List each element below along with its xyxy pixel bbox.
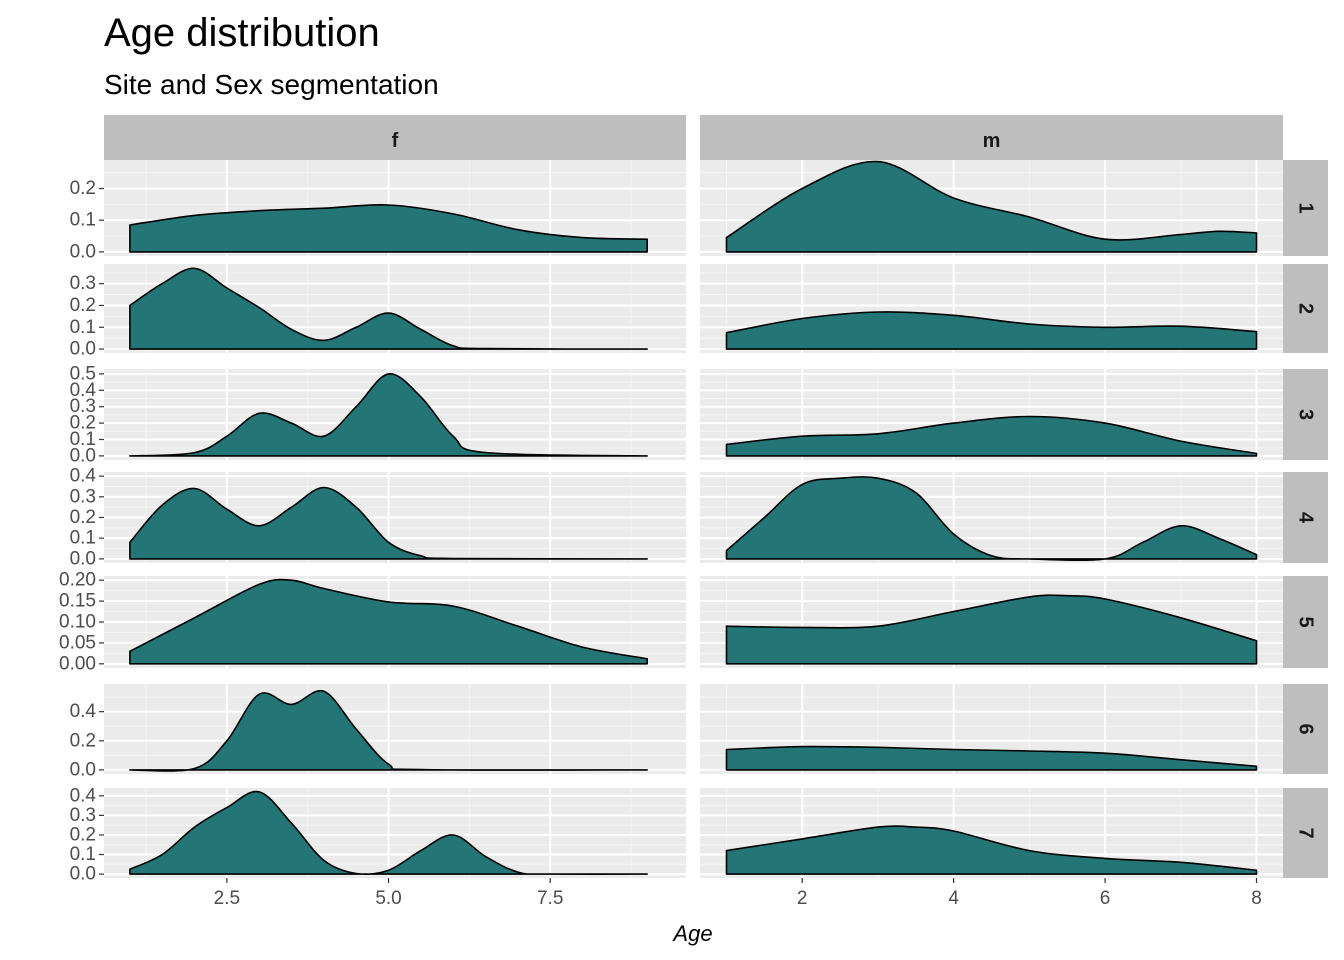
y-tick-label: 0.1: [70, 429, 96, 450]
column-strip-label-f: f: [392, 130, 399, 152]
panel-background: [104, 684, 686, 774]
x-tick-label: 6: [1100, 888, 1111, 909]
y-tick-label: 0.3: [70, 486, 96, 507]
row-strip-4: [1283, 472, 1328, 563]
density-area-6-f: [129, 689, 648, 772]
density-area-6-m: [725, 745, 1258, 771]
y-tick-label: 0.3: [70, 396, 96, 417]
column-strip-f: [104, 115, 686, 160]
panel-2-f: 0.00.10.20.3: [70, 264, 686, 360]
y-tick-label: 0.0: [70, 548, 96, 569]
row-strip-label-6: 6: [1295, 723, 1317, 734]
density-area-7-m: [725, 825, 1258, 875]
row-strip-7: [1283, 788, 1328, 878]
y-tick-label: 0.0: [70, 759, 96, 780]
density-area-4-f: [129, 486, 648, 560]
panel-4-m: [700, 472, 1283, 563]
y-tick-label: 0.15: [59, 591, 96, 612]
panel-6-f: 0.0 0.2 0.4: [70, 684, 686, 780]
density-area-1-m: [725, 160, 1258, 253]
y-tick-label: 0.2: [70, 507, 96, 528]
chart-subtitle: Site and Sex segmentation: [104, 69, 439, 100]
chart-title: Age distribution: [104, 11, 380, 55]
row-strip-2: [1283, 264, 1328, 353]
row-strip-label-4: 4: [1295, 512, 1317, 524]
panel-5-f: 0.000.050.100.150.20: [59, 570, 686, 674]
density-area-3-m: [725, 415, 1258, 457]
density-area-7-f: [129, 790, 648, 876]
y-tick-label: 0.1: [70, 528, 96, 549]
y-tick-label: 0.1: [70, 210, 96, 231]
x-tick-label: 4: [948, 888, 959, 909]
panel-2-m: [700, 264, 1283, 353]
panel-1-m: [700, 160, 1283, 256]
y-tick-label: 0.0: [70, 339, 96, 360]
panel-3-m: [700, 369, 1283, 460]
row-strip-label-5: 5: [1295, 616, 1317, 627]
panel-7-m: 2 4 6 8: [700, 788, 1283, 909]
row-strip-label-2: 2: [1295, 303, 1317, 314]
y-tick-label: 0.3: [70, 273, 96, 294]
row-strip-6: [1283, 684, 1328, 774]
density-area-2-m: [725, 311, 1258, 350]
y-tick-label: 0.20: [59, 570, 96, 591]
density-area-5-m: [725, 594, 1258, 665]
panel-1-f: 0.0 0.1 0.2: [70, 160, 686, 262]
y-tick-label: 0.4: [70, 701, 97, 722]
density-area-4-m: [725, 476, 1258, 562]
y-tick-label: 0.3: [70, 805, 96, 826]
y-tick-label: 0.10: [59, 612, 96, 633]
y-tick-label: 0.4: [70, 785, 97, 806]
y-tick-label: 0.1: [70, 317, 96, 338]
density-area-1-f: [129, 204, 648, 253]
panel-7-f: 0.00.10.20.30.4 2.5 5.0 7.5: [70, 785, 686, 909]
panel-3-f: 0.00.10.20.30.40.5: [70, 363, 686, 466]
panel-5-m: [700, 576, 1283, 668]
y-tick-label: 0.0: [70, 241, 96, 262]
y-tick-label: 0.05: [59, 632, 96, 653]
x-axis-title: Age: [671, 921, 712, 946]
row-strip-1: [1283, 160, 1328, 256]
y-tick-label: 0.0: [70, 445, 96, 466]
facet-grid: f m12345670.00.10.20.00.10.20.30.00.10.20…: [59, 115, 1328, 909]
y-tick-label: 0.00: [59, 653, 96, 674]
column-strip-label-m: m: [983, 130, 1001, 152]
x-tick-label: 8: [1251, 888, 1262, 909]
x-tick-label: 2.5: [214, 888, 240, 909]
y-tick-label: 0.2: [70, 824, 96, 845]
y-tick-label: 0.2: [70, 730, 96, 751]
column-strip-m: [700, 115, 1283, 160]
y-tick-label: 0.2: [70, 295, 96, 316]
y-tick-label: 0.2: [70, 178, 96, 199]
y-tick-label: 0.2: [70, 413, 96, 434]
row-strip-3: [1283, 369, 1328, 460]
x-tick-label: 7.5: [537, 888, 563, 909]
row-strip-label-3: 3: [1295, 409, 1317, 420]
y-tick-label: 0.0: [70, 864, 96, 885]
y-tick-label: 0.5: [70, 363, 96, 384]
panel-6-m: [700, 684, 1283, 774]
x-tick-label: 2: [797, 888, 808, 909]
row-strip-label-1: 1: [1295, 202, 1317, 213]
density-area-2-f: [129, 267, 648, 350]
y-tick-label: 0.4: [70, 380, 97, 401]
row-strip-5: [1283, 576, 1328, 668]
panel-4-f: 0.00.10.20.30.4: [70, 466, 686, 569]
density-area-5-f: [129, 578, 648, 665]
x-tick-label: 5.0: [375, 888, 401, 909]
y-tick-label: 0.4: [70, 466, 97, 487]
y-tick-label: 0.1: [70, 844, 96, 865]
row-strip-label-7: 7: [1295, 827, 1317, 838]
density-area-3-f: [129, 373, 648, 457]
